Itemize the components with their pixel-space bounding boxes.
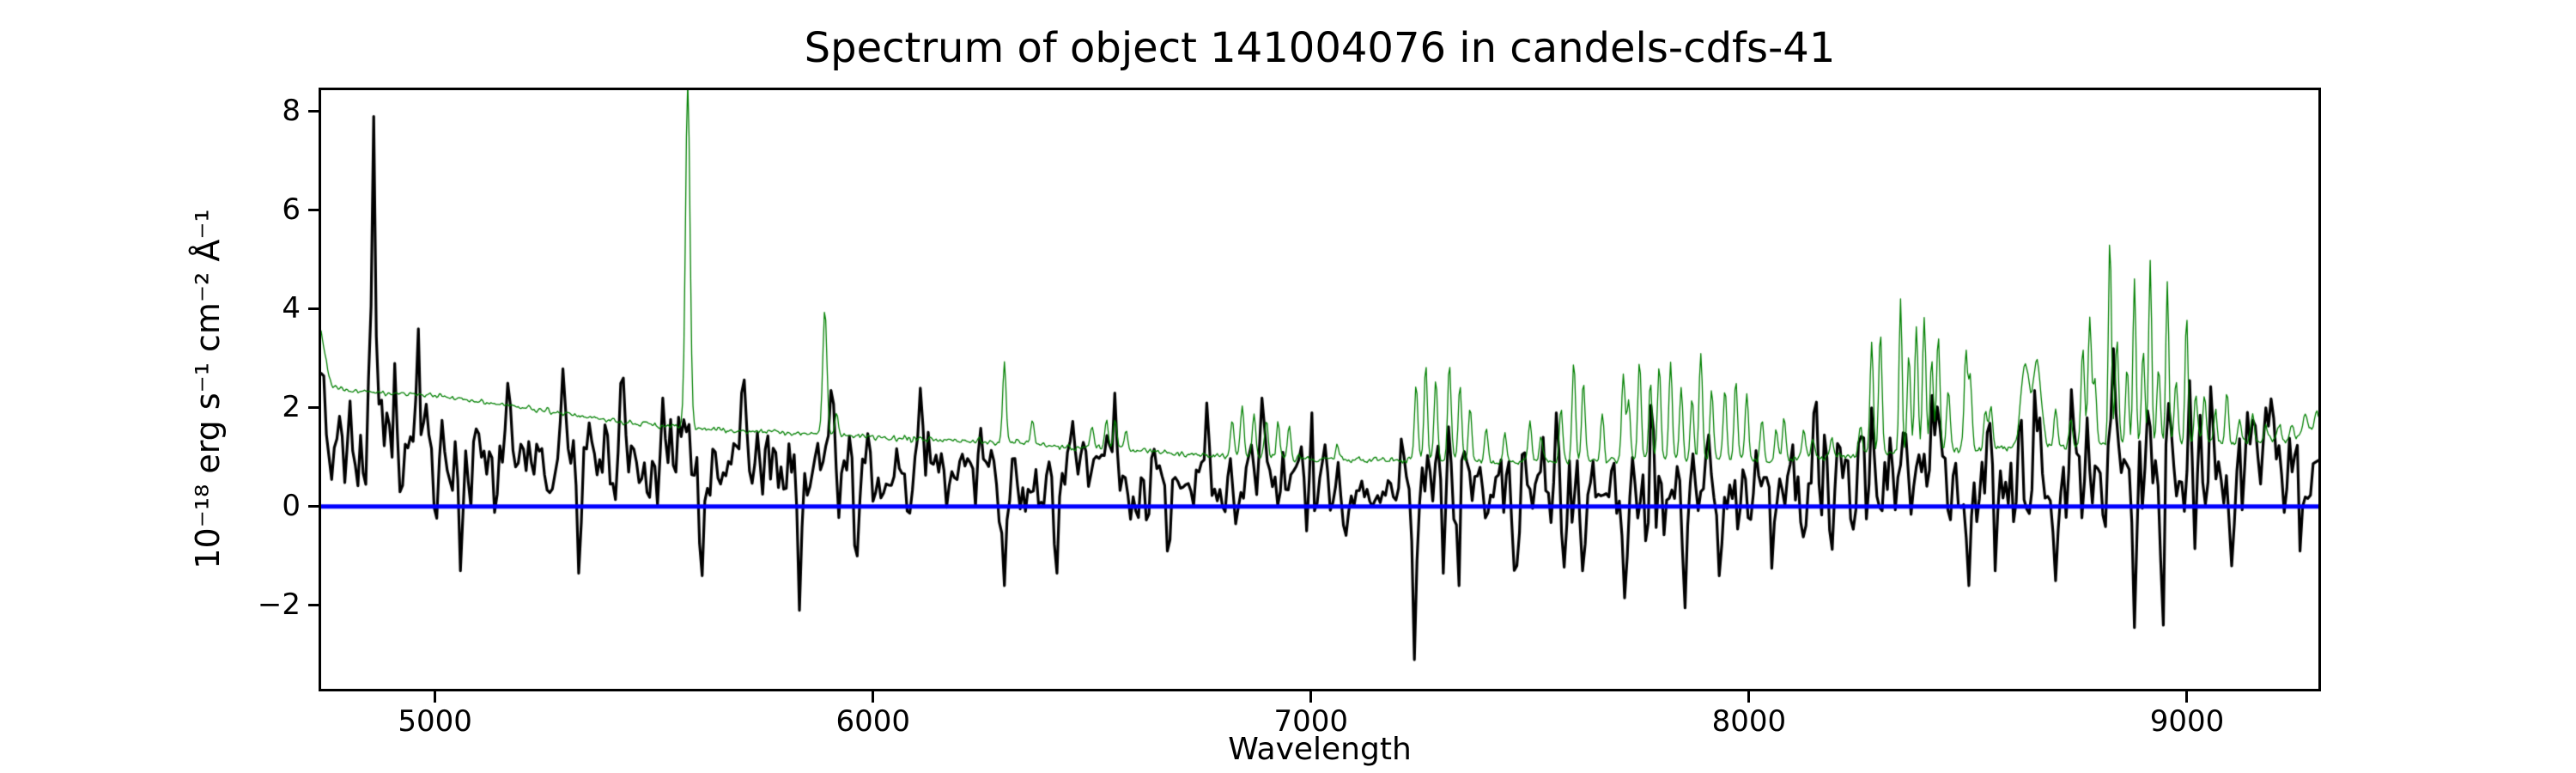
x-tick-label: 6000 [835,704,910,739]
x-axis-label: Wavelength [1228,732,1412,767]
x-tick-mark [1309,691,1313,703]
y-tick-mark [308,604,319,607]
y-tick-mark [308,505,319,508]
y-tick-mark [308,406,319,410]
y-tick-label: 0 [282,488,301,523]
x-tick-mark [434,691,437,703]
x-tick-mark [872,691,875,703]
y-tick-label: 8 [282,93,301,128]
y-tick-mark [308,307,319,311]
y-tick-mark [308,110,319,113]
y-tick-mark [308,209,319,212]
x-tick-label: 9000 [2149,704,2225,739]
y-tick-label: 4 [282,290,301,326]
spectrum-canvas [321,90,2318,689]
x-tick-label: 8000 [1711,704,1787,739]
x-tick-mark [2185,691,2189,703]
x-tick-mark [1747,691,1751,703]
y-tick-label: 2 [282,389,301,424]
y-tick-label: 6 [282,192,301,227]
x-tick-label: 5000 [398,704,472,739]
y-tick-label: −2 [257,587,301,622]
x-tick-label: 7000 [1273,704,1349,739]
plot-title: Spectrum of object 141004076 in candels-… [804,24,1836,72]
